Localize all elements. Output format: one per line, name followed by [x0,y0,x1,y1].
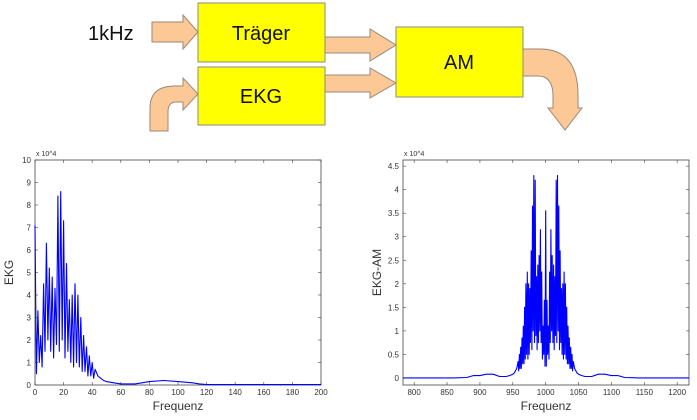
ekg-input-arrow [149,76,199,132]
x-tick-label: 850 [440,388,454,397]
x-tick-label: 80 [145,388,154,397]
y-tick-label: 10 [22,156,31,165]
x-tick-label: 1150 [636,388,654,397]
x-axis-label: Frequenz [521,399,572,413]
y-tick-label: 4 [395,186,400,195]
block-ekg-label: EKG [240,86,282,108]
x-tick-label: 20 [59,388,68,397]
y-tick-label: 4.5 [388,162,400,171]
carrier-to-am-arrow [324,28,397,62]
am-output-arrow [522,48,584,131]
block-am-label: AM [444,52,474,74]
block-traeger [197,2,326,63]
y-tick-label: 0 [395,374,400,383]
ekg-am-spectrum-chart: 800 850 900 950 1000 1050 1100 1150 1200 0 0.5 1 1.5… [370,151,690,413]
x-tick-label: 950 [506,388,520,397]
x-tick-label: 1000 [537,388,555,397]
y-axis-label: EKG-AM [370,249,384,296]
x-tick-label: 40 [88,388,97,397]
x-tick-label: 60 [116,388,125,397]
block-diagram: 1kHz Träger EKG AM [88,2,584,132]
carrier-input-arrow [151,13,199,51]
spectrum-line [34,190,321,386]
block-traeger-label: Träger [232,23,291,45]
y-tick-label: 9 [27,179,32,188]
y-tick-label: 1.5 [388,303,400,312]
x-tick-label: 200 [314,388,328,397]
y-tick-label: 3 [395,233,400,242]
y-tick-label: 1 [27,359,32,368]
y-tick-label: 2 [27,336,32,345]
y-tick-label: 3 [27,314,32,323]
block-ekg [197,66,326,126]
x-tick-label: 180 [286,388,300,397]
x-tick-label: 100 [171,388,185,397]
x-tick-label: 140 [229,388,243,397]
y-tick-label: 0 [27,381,32,390]
y-tick-label: 0.5 [388,350,400,359]
ekg-to-am-arrow [324,67,398,99]
x-tick-label: 1100 [603,388,621,397]
spectrum-line [403,174,689,379]
x-tick-label: 1200 [668,388,686,397]
y-multiplier: x 10^4 [36,151,57,158]
y-tick-label: 7 [27,224,32,233]
x-tick-label: 160 [257,388,271,397]
y-tick-label: 1 [395,327,400,336]
y-tick-label: 5 [27,269,32,278]
input-label: 1kHz [88,23,134,45]
x-tick-label: 120 [200,388,214,397]
y-multiplier: x 10^4 [404,151,425,158]
block-am [395,26,524,98]
plot-area [34,159,322,386]
y-tick-label: 2.5 [388,256,400,265]
x-axis-label: Frequenz [153,399,204,413]
y-tick-label: 4 [27,291,32,300]
y-tick-label: 8 [27,201,32,210]
ekg-spectrum-chart: 0 20 40 60 80 100 120 140 160 180 200 0 1 2 3 4 5 6 7 8 9 10 x… [2,151,328,413]
y-axis-label: EKG [2,260,16,285]
x-tick-label: 1050 [570,388,588,397]
x-tick-label: 0 [33,388,38,397]
x-tick-label: 900 [473,388,487,397]
y-tick-label: 3.5 [388,209,400,218]
y-tick-label: 6 [27,246,32,255]
x-tick-label: 800 [407,388,421,397]
y-tick-label: 2 [395,280,400,289]
